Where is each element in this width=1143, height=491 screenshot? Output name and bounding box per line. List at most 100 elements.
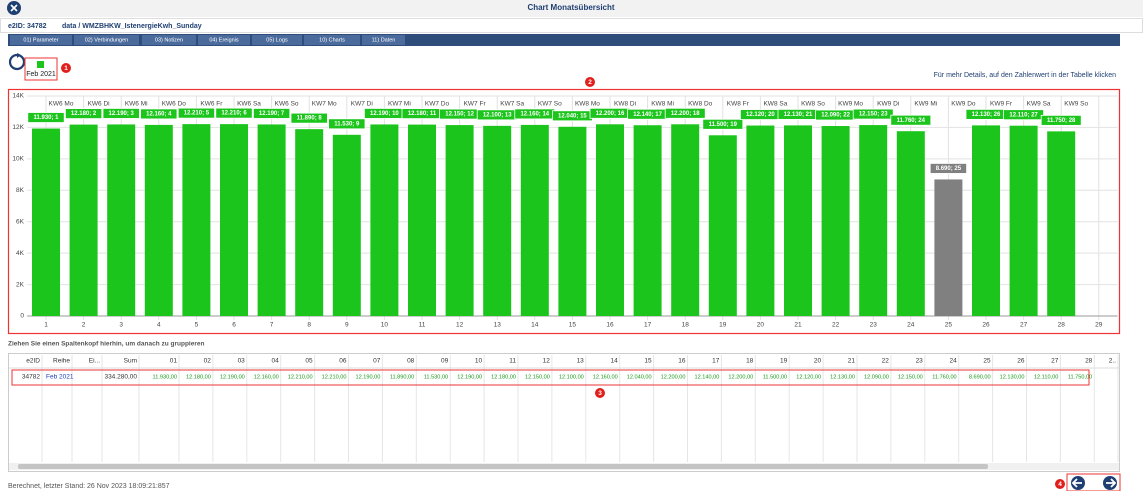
column-header[interactable]: 2.. bbox=[1109, 358, 1116, 365]
tab[interactable] bbox=[74, 35, 139, 45]
column-header[interactable]: 05 bbox=[305, 358, 313, 365]
tab-label[interactable]: 11) Daten bbox=[372, 37, 396, 43]
cell-day-value[interactable]: 12.160,00 bbox=[593, 374, 618, 380]
column-header[interactable]: 23 bbox=[916, 358, 924, 365]
column-header[interactable]: Reihe bbox=[53, 358, 70, 365]
bar[interactable] bbox=[784, 125, 812, 316]
cell-day-value[interactable]: 12.130,00 bbox=[1000, 374, 1025, 380]
bar[interactable] bbox=[1047, 131, 1076, 316]
tab[interactable] bbox=[362, 35, 405, 45]
cell-day-value[interactable]: 11.530,00 bbox=[424, 374, 448, 380]
column-header[interactable]: 04 bbox=[271, 358, 279, 365]
cell-day-value[interactable]: 12.210,00 bbox=[288, 374, 313, 380]
bar[interactable] bbox=[483, 125, 512, 316]
cell-day-value[interactable]: 12.200,00 bbox=[728, 374, 753, 380]
cell-day-value[interactable]: 11.890,00 bbox=[390, 374, 414, 380]
bar[interactable] bbox=[859, 125, 888, 316]
cell-day-value[interactable]: 11.930,00 bbox=[153, 374, 177, 380]
column-header[interactable]: 22 bbox=[882, 358, 890, 365]
cell-day-value[interactable]: 12.180,00 bbox=[491, 374, 516, 380]
bar[interactable] bbox=[746, 125, 775, 317]
column-header[interactable]: e2ID bbox=[26, 358, 40, 365]
cell-day-value[interactable]: 12.120,00 bbox=[796, 374, 821, 380]
column-header[interactable]: 02 bbox=[204, 358, 212, 365]
bar[interactable] bbox=[220, 124, 248, 316]
cell-day-value[interactable]: 12.190,00 bbox=[457, 374, 482, 380]
cell-day-value[interactable]: 11.760,00 bbox=[932, 374, 956, 380]
column-header[interactable]: 28 bbox=[1085, 358, 1093, 365]
column-header[interactable]: 18 bbox=[746, 358, 754, 365]
cell-day-value[interactable]: 12.200,00 bbox=[661, 374, 686, 380]
column-header[interactable]: 14 bbox=[610, 358, 618, 365]
cell-day-value[interactable]: 12.150,00 bbox=[525, 374, 550, 380]
column-header[interactable]: 06 bbox=[339, 358, 347, 365]
bar[interactable] bbox=[708, 135, 737, 316]
bar[interactable] bbox=[520, 124, 549, 317]
bar[interactable] bbox=[370, 124, 399, 316]
column-header[interactable]: 21 bbox=[848, 358, 856, 365]
tab[interactable] bbox=[10, 35, 72, 45]
legend-label[interactable]: Feb 2021 bbox=[26, 71, 56, 78]
cell-day-value[interactable]: 12.160,00 bbox=[254, 374, 279, 380]
bar[interactable] bbox=[32, 128, 60, 316]
column-header[interactable]: 08 bbox=[407, 358, 415, 365]
tab-label[interactable]: 03) Notizen bbox=[155, 37, 183, 43]
scrollbar-thumb[interactable] bbox=[18, 464, 988, 469]
column-header[interactable]: 03 bbox=[238, 358, 246, 365]
column-header[interactable]: 01 bbox=[170, 358, 178, 365]
column-header[interactable]: 16 bbox=[678, 358, 686, 365]
column-header[interactable]: 13 bbox=[577, 358, 585, 365]
bar[interactable] bbox=[821, 126, 850, 316]
bar[interactable] bbox=[972, 125, 1000, 316]
bar[interactable] bbox=[934, 179, 963, 316]
cell-day-value[interactable]: 8.690,00 bbox=[969, 374, 991, 380]
bar[interactable] bbox=[257, 124, 286, 316]
column-header[interactable]: 24 bbox=[949, 358, 957, 365]
tab-label[interactable]: 01) Parameter bbox=[23, 37, 58, 43]
cell-day-value[interactable]: 12.140,00 bbox=[695, 374, 720, 380]
column-header[interactable]: 25 bbox=[983, 358, 991, 365]
cell-reihe[interactable]: Feb 2021 bbox=[46, 374, 74, 381]
bar[interactable] bbox=[896, 131, 925, 316]
cell-day-value[interactable]: 11.500,00 bbox=[763, 374, 787, 380]
cell-day-value[interactable]: 12.190,00 bbox=[220, 374, 245, 380]
tab-label[interactable]: 02) Verbindungen bbox=[85, 37, 128, 43]
cell-day-value[interactable]: 12.180,00 bbox=[186, 374, 211, 380]
column-header[interactable]: 07 bbox=[373, 358, 381, 365]
column-header[interactable]: 12 bbox=[543, 358, 551, 365]
bar[interactable] bbox=[408, 124, 436, 316]
column-header[interactable]: Sum bbox=[124, 358, 137, 365]
legend-swatch[interactable] bbox=[37, 61, 44, 68]
tab[interactable] bbox=[252, 35, 302, 45]
tab-label[interactable]: 05) Logs bbox=[266, 37, 288, 43]
cell-day-value[interactable]: 12.150,00 bbox=[898, 374, 923, 380]
tab[interactable] bbox=[304, 35, 360, 45]
bar[interactable] bbox=[144, 124, 173, 317]
bar[interactable] bbox=[596, 124, 624, 317]
tab-label[interactable]: 04) Ereignis bbox=[209, 37, 239, 43]
column-header[interactable]: 15 bbox=[644, 358, 652, 365]
cell-day-value[interactable]: 12.210,00 bbox=[322, 374, 347, 380]
cell-day-value[interactable]: 12.130,00 bbox=[830, 374, 855, 380]
bar[interactable] bbox=[558, 126, 587, 316]
column-header[interactable]: 17 bbox=[712, 358, 720, 365]
cell-day-value[interactable]: 12.110,00 bbox=[1034, 374, 1058, 380]
bar[interactable] bbox=[332, 134, 361, 316]
column-header[interactable]: Ei... bbox=[89, 358, 100, 365]
tab[interactable] bbox=[142, 35, 196, 45]
bar[interactable] bbox=[69, 124, 98, 316]
tab[interactable] bbox=[198, 35, 250, 45]
cell-day-value[interactable]: 12.040,00 bbox=[627, 374, 652, 380]
bar[interactable] bbox=[107, 124, 136, 316]
tab-label[interactable]: 10) Charts bbox=[319, 37, 345, 43]
column-header[interactable]: 10 bbox=[475, 358, 483, 365]
cell-day-value[interactable]: 12.190,00 bbox=[356, 374, 381, 380]
cell-day-value[interactable]: 12.100,00 bbox=[559, 374, 584, 380]
bar[interactable] bbox=[671, 124, 700, 317]
column-header[interactable]: 26 bbox=[1017, 358, 1025, 365]
column-header[interactable]: 20 bbox=[814, 358, 822, 365]
column-header[interactable]: 09 bbox=[441, 358, 449, 365]
bar[interactable] bbox=[1009, 125, 1038, 316]
bar[interactable] bbox=[295, 129, 324, 316]
column-header[interactable]: 19 bbox=[780, 358, 788, 365]
